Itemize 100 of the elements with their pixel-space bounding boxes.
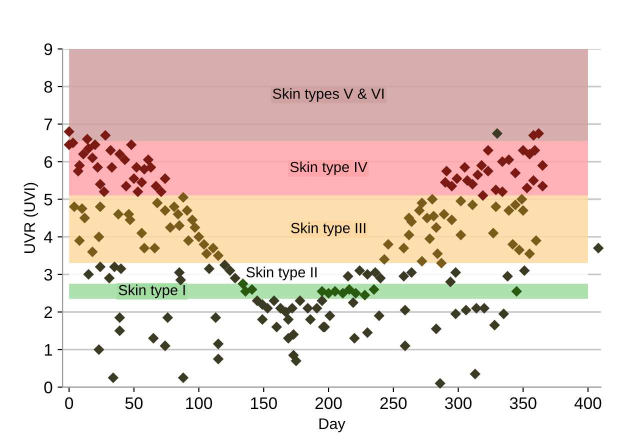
point (537, 160, 548, 171)
x-axis-title: Day (319, 418, 346, 432)
point (114, 148, 126, 160)
point (94, 178, 106, 190)
x-tick-label: 150 (251, 397, 277, 410)
point (382, 238, 394, 250)
point (430, 222, 442, 233)
point (518, 205, 529, 216)
point (416, 256, 428, 267)
point (524, 248, 535, 260)
y-tick-label: 0 (44, 382, 52, 394)
point (98, 186, 110, 198)
point (359, 290, 370, 300)
point (76, 203, 88, 214)
point (482, 145, 494, 156)
point (174, 220, 185, 231)
y-tick-label: 5 (44, 194, 52, 206)
point (132, 186, 144, 198)
point (426, 194, 438, 205)
point (416, 198, 428, 208)
point (522, 182, 532, 194)
point (87, 152, 98, 164)
point (518, 145, 529, 156)
point (172, 208, 184, 220)
point (120, 180, 132, 192)
point (92, 162, 104, 173)
point (128, 173, 140, 184)
point (82, 134, 93, 145)
point (240, 286, 251, 297)
point (467, 200, 478, 210)
point (510, 200, 521, 210)
y-tick-label: 3 (44, 268, 52, 281)
point (113, 208, 124, 220)
point (78, 148, 89, 160)
x-tick-label: 400 (574, 397, 602, 410)
y-tick-label: 4 (44, 231, 52, 243)
point (414, 205, 425, 216)
point (87, 246, 98, 258)
band-label: Skin type I (118, 284, 185, 298)
point (83, 143, 94, 154)
point (446, 180, 458, 192)
y-tick-label: 8 (44, 80, 52, 93)
x-tick-label: 0 (65, 397, 74, 410)
point (530, 235, 542, 246)
point (529, 145, 540, 156)
y-tick-label: 2 (44, 306, 52, 318)
point (198, 238, 210, 250)
point (149, 242, 160, 254)
point (126, 139, 137, 150)
point (472, 169, 484, 180)
point (476, 160, 487, 171)
y-tick-label: 6 (44, 156, 52, 168)
point (119, 154, 130, 166)
point (452, 173, 462, 184)
point (201, 248, 212, 260)
point (142, 154, 154, 166)
point (459, 162, 470, 173)
point (482, 166, 494, 176)
point (398, 242, 410, 254)
point (436, 258, 447, 269)
point (106, 162, 118, 173)
point (330, 286, 340, 297)
point (432, 248, 443, 260)
point (467, 178, 478, 190)
point (193, 231, 204, 242)
point (160, 173, 170, 184)
point (510, 168, 521, 178)
point (186, 214, 198, 226)
point (152, 198, 163, 208)
point (100, 130, 111, 141)
point (511, 286, 522, 297)
point (64, 126, 74, 137)
point (164, 222, 176, 233)
band-label: Skin type III (291, 222, 366, 236)
point (94, 231, 104, 242)
point (424, 233, 436, 244)
point (446, 214, 458, 226)
band-label: Skin type II (246, 266, 317, 280)
point (337, 288, 348, 299)
point (168, 201, 180, 212)
point (488, 228, 499, 238)
point (68, 201, 80, 212)
point (145, 162, 156, 173)
point (156, 186, 167, 198)
x-tick-label: 200 (315, 397, 342, 410)
band-label: Skin type IV (290, 161, 368, 176)
point (350, 288, 362, 299)
x-tick-label: 50 (125, 397, 143, 410)
band-label: Skin types V & VI (272, 88, 384, 102)
point (440, 176, 451, 188)
x-tick-label: 300 (444, 397, 472, 410)
point (344, 284, 355, 295)
point (246, 284, 258, 295)
point (496, 186, 508, 198)
y-axis-title: UVR (UVI) (24, 182, 38, 253)
point (496, 156, 508, 168)
point (131, 162, 142, 173)
point (94, 201, 106, 212)
point (160, 205, 170, 216)
x-tick-label: 100 (186, 397, 212, 410)
